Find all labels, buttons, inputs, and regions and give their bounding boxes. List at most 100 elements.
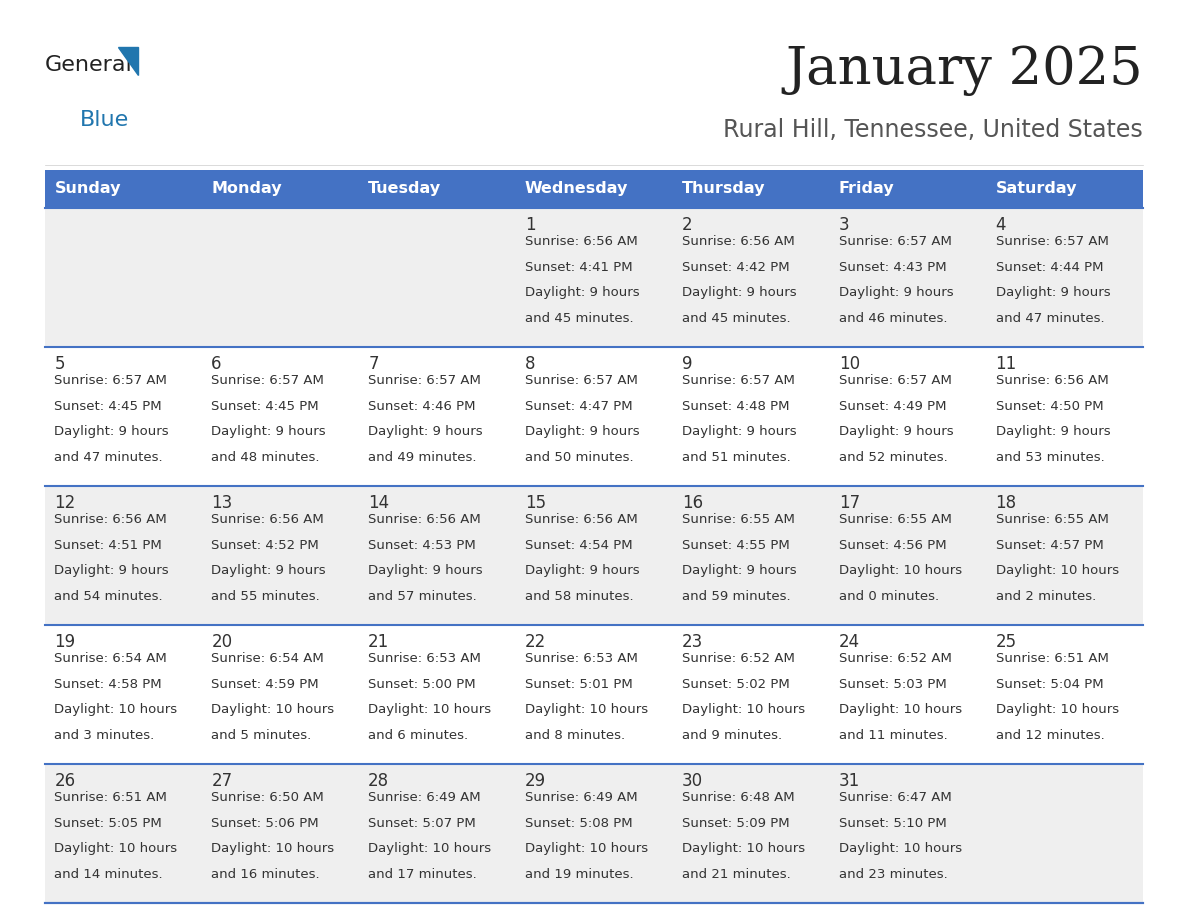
Text: and 21 minutes.: and 21 minutes. <box>682 868 790 881</box>
Text: Sunrise: 6:57 AM: Sunrise: 6:57 AM <box>839 235 952 248</box>
Text: Sunrise: 6:57 AM: Sunrise: 6:57 AM <box>682 374 795 387</box>
Text: Sunset: 4:43 PM: Sunset: 4:43 PM <box>839 261 947 274</box>
Text: Sunset: 4:57 PM: Sunset: 4:57 PM <box>996 539 1104 552</box>
Text: 8: 8 <box>525 355 536 373</box>
Text: Daylight: 10 hours: Daylight: 10 hours <box>839 843 962 856</box>
Text: and 53 minutes.: and 53 minutes. <box>996 451 1105 465</box>
Text: Sunrise: 6:54 AM: Sunrise: 6:54 AM <box>211 652 324 665</box>
Text: and 17 minutes.: and 17 minutes. <box>368 868 476 881</box>
Text: and 54 minutes.: and 54 minutes. <box>55 590 163 603</box>
Text: Sunset: 4:44 PM: Sunset: 4:44 PM <box>996 261 1102 274</box>
Text: 12: 12 <box>55 494 76 512</box>
FancyBboxPatch shape <box>45 625 1143 764</box>
Text: Sunrise: 6:57 AM: Sunrise: 6:57 AM <box>996 235 1108 248</box>
Text: Sunrise: 6:57 AM: Sunrise: 6:57 AM <box>368 374 481 387</box>
Text: 3: 3 <box>839 216 849 234</box>
Text: 7: 7 <box>368 355 379 373</box>
Text: and 16 minutes.: and 16 minutes. <box>211 868 320 881</box>
Text: Sunset: 4:50 PM: Sunset: 4:50 PM <box>996 399 1104 413</box>
Text: Daylight: 10 hours: Daylight: 10 hours <box>996 565 1119 577</box>
Text: Sunset: 4:47 PM: Sunset: 4:47 PM <box>525 399 632 413</box>
Text: Sunset: 4:52 PM: Sunset: 4:52 PM <box>211 539 320 552</box>
Text: Daylight: 9 hours: Daylight: 9 hours <box>55 425 169 439</box>
Text: 17: 17 <box>839 494 860 512</box>
Text: 26: 26 <box>55 772 76 790</box>
Text: Sunrise: 6:57 AM: Sunrise: 6:57 AM <box>211 374 324 387</box>
Text: 6: 6 <box>211 355 222 373</box>
Text: Sunset: 4:46 PM: Sunset: 4:46 PM <box>368 399 475 413</box>
Text: and 55 minutes.: and 55 minutes. <box>211 590 320 603</box>
Text: Blue: Blue <box>80 110 129 130</box>
Text: Daylight: 9 hours: Daylight: 9 hours <box>682 565 796 577</box>
Text: and 45 minutes.: and 45 minutes. <box>525 312 633 325</box>
Text: General: General <box>45 55 133 75</box>
Text: and 48 minutes.: and 48 minutes. <box>211 451 320 465</box>
Text: Sunset: 5:01 PM: Sunset: 5:01 PM <box>525 677 633 690</box>
Text: Sunrise: 6:56 AM: Sunrise: 6:56 AM <box>525 235 638 248</box>
Text: Sunrise: 6:56 AM: Sunrise: 6:56 AM <box>525 513 638 526</box>
Text: 4: 4 <box>996 216 1006 234</box>
Text: Sunday: Sunday <box>55 182 121 196</box>
Text: Sunrise: 6:49 AM: Sunrise: 6:49 AM <box>368 791 481 804</box>
Text: Daylight: 9 hours: Daylight: 9 hours <box>211 425 326 439</box>
Text: Sunset: 4:45 PM: Sunset: 4:45 PM <box>211 399 318 413</box>
Text: 18: 18 <box>996 494 1017 512</box>
Text: 10: 10 <box>839 355 860 373</box>
Text: Sunrise: 6:56 AM: Sunrise: 6:56 AM <box>368 513 481 526</box>
FancyBboxPatch shape <box>672 170 829 208</box>
Text: Daylight: 10 hours: Daylight: 10 hours <box>682 703 805 716</box>
Text: Daylight: 9 hours: Daylight: 9 hours <box>525 565 639 577</box>
Text: 23: 23 <box>682 633 703 651</box>
Text: and 8 minutes.: and 8 minutes. <box>525 729 625 742</box>
Text: Daylight: 10 hours: Daylight: 10 hours <box>368 703 492 716</box>
Text: Sunrise: 6:47 AM: Sunrise: 6:47 AM <box>839 791 952 804</box>
Text: Sunset: 4:59 PM: Sunset: 4:59 PM <box>211 677 318 690</box>
Text: Sunrise: 6:56 AM: Sunrise: 6:56 AM <box>55 513 168 526</box>
Text: 9: 9 <box>682 355 693 373</box>
Text: Sunrise: 6:51 AM: Sunrise: 6:51 AM <box>996 652 1108 665</box>
Text: Friday: Friday <box>839 182 895 196</box>
Text: Tuesday: Tuesday <box>368 182 441 196</box>
FancyBboxPatch shape <box>45 208 1143 347</box>
Text: Sunset: 5:10 PM: Sunset: 5:10 PM <box>839 817 947 830</box>
Text: Sunset: 4:54 PM: Sunset: 4:54 PM <box>525 539 632 552</box>
Text: Daylight: 9 hours: Daylight: 9 hours <box>682 425 796 439</box>
Text: Sunset: 5:00 PM: Sunset: 5:00 PM <box>368 677 475 690</box>
Text: 24: 24 <box>839 633 860 651</box>
Text: Sunrise: 6:53 AM: Sunrise: 6:53 AM <box>368 652 481 665</box>
Text: and 59 minutes.: and 59 minutes. <box>682 590 790 603</box>
Polygon shape <box>118 47 138 75</box>
Text: Daylight: 9 hours: Daylight: 9 hours <box>996 286 1110 299</box>
Text: Sunrise: 6:56 AM: Sunrise: 6:56 AM <box>211 513 324 526</box>
Text: Daylight: 10 hours: Daylight: 10 hours <box>55 843 177 856</box>
Text: Daylight: 10 hours: Daylight: 10 hours <box>525 703 649 716</box>
FancyBboxPatch shape <box>45 486 1143 625</box>
Text: Daylight: 9 hours: Daylight: 9 hours <box>682 286 796 299</box>
Text: Sunrise: 6:57 AM: Sunrise: 6:57 AM <box>525 374 638 387</box>
Text: Daylight: 9 hours: Daylight: 9 hours <box>839 286 953 299</box>
FancyBboxPatch shape <box>359 170 516 208</box>
Text: Sunrise: 6:50 AM: Sunrise: 6:50 AM <box>211 791 324 804</box>
Text: January 2025: January 2025 <box>785 44 1143 95</box>
Text: Thursday: Thursday <box>682 182 765 196</box>
Text: Sunset: 5:08 PM: Sunset: 5:08 PM <box>525 817 632 830</box>
Text: Daylight: 9 hours: Daylight: 9 hours <box>525 425 639 439</box>
Text: 22: 22 <box>525 633 546 651</box>
Text: Daylight: 9 hours: Daylight: 9 hours <box>839 425 953 439</box>
Text: Sunset: 5:06 PM: Sunset: 5:06 PM <box>211 817 318 830</box>
Text: 21: 21 <box>368 633 390 651</box>
Text: Sunset: 5:03 PM: Sunset: 5:03 PM <box>839 677 947 690</box>
Text: Sunrise: 6:55 AM: Sunrise: 6:55 AM <box>996 513 1108 526</box>
Text: Daylight: 9 hours: Daylight: 9 hours <box>996 425 1110 439</box>
FancyBboxPatch shape <box>202 170 359 208</box>
Text: Sunset: 5:02 PM: Sunset: 5:02 PM <box>682 677 790 690</box>
Text: 2: 2 <box>682 216 693 234</box>
Text: Sunset: 4:56 PM: Sunset: 4:56 PM <box>839 539 947 552</box>
Text: Sunset: 4:45 PM: Sunset: 4:45 PM <box>55 399 162 413</box>
Text: and 49 minutes.: and 49 minutes. <box>368 451 476 465</box>
Text: Daylight: 10 hours: Daylight: 10 hours <box>525 843 649 856</box>
Text: Sunrise: 6:53 AM: Sunrise: 6:53 AM <box>525 652 638 665</box>
Text: Daylight: 10 hours: Daylight: 10 hours <box>996 703 1119 716</box>
Text: Sunrise: 6:51 AM: Sunrise: 6:51 AM <box>55 791 168 804</box>
Text: and 51 minutes.: and 51 minutes. <box>682 451 790 465</box>
